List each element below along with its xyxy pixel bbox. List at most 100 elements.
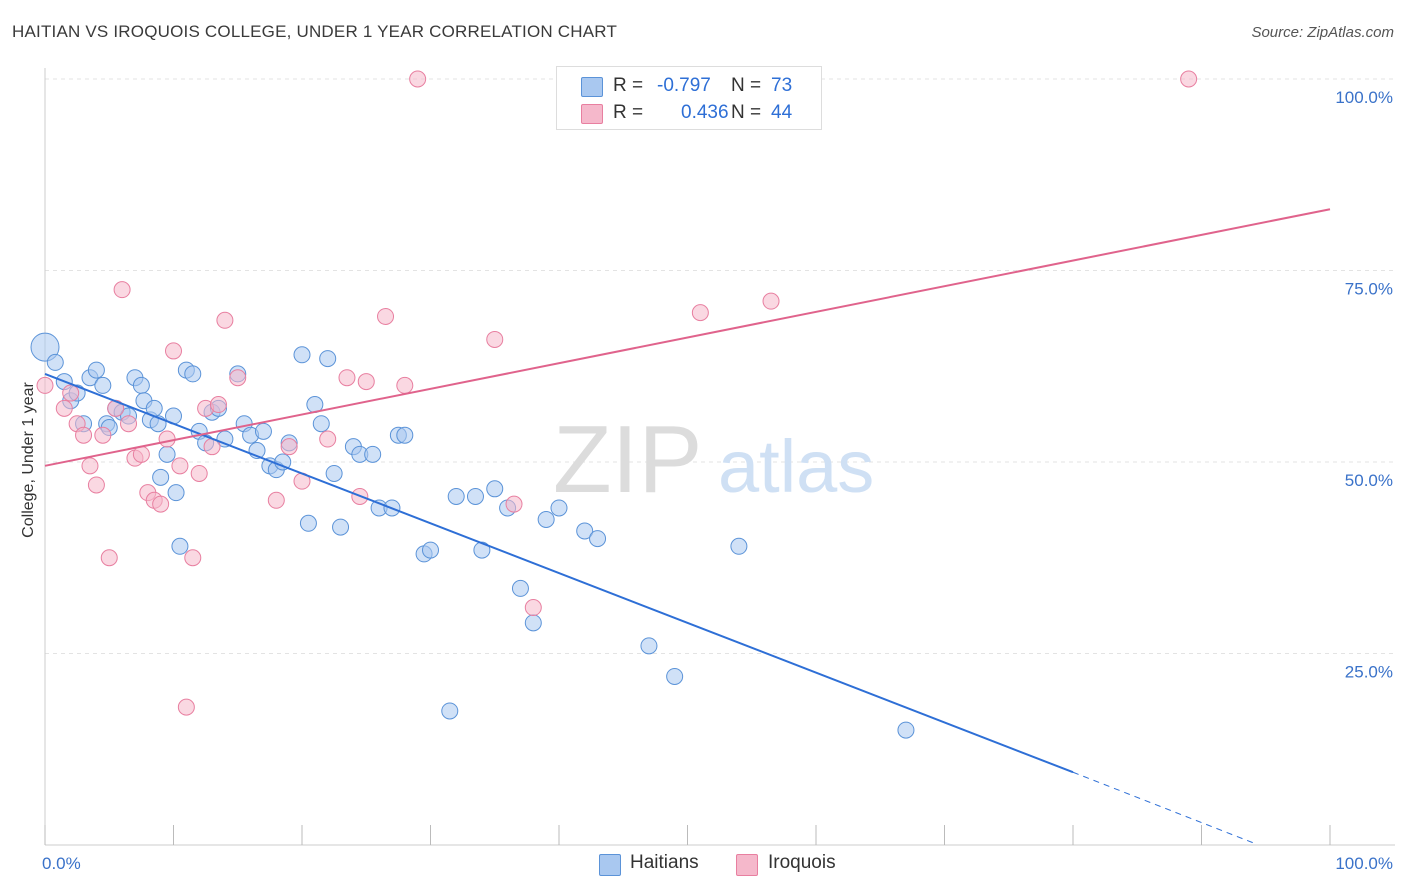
iroquois-point <box>486 330 504 348</box>
iroquois-point <box>120 415 138 433</box>
iroquois-point <box>267 491 285 509</box>
legend-r-value: 0.436 <box>681 102 729 123</box>
iroquois-point <box>396 376 414 394</box>
chart-title: HAITIAN VS IROQUOIS COLLEGE, UNDER 1 YEA… <box>12 22 618 41</box>
x-tick-label: 100.0% <box>1335 854 1393 873</box>
iroquois-point <box>81 457 99 475</box>
iroquois-point <box>165 342 182 360</box>
iroquois-point <box>132 445 150 463</box>
y-tick-label: 100.0% <box>1335 88 1393 107</box>
haitians-point <box>396 426 414 444</box>
y-tick-label: 25.0% <box>1345 663 1393 682</box>
legend-r-value: -0.797 <box>657 75 711 96</box>
legend-swatch-haitians <box>581 77 603 97</box>
haitians-point <box>30 332 60 362</box>
haitians-point <box>666 667 684 685</box>
legend-n-value: 44 <box>771 102 793 123</box>
legend-swatch-iroquois <box>736 854 758 876</box>
watermark-zip: ZIP <box>553 406 702 513</box>
haitians-point <box>550 499 568 517</box>
haitians-point <box>473 541 491 559</box>
iroquois-point <box>1180 70 1198 88</box>
haitians-point <box>325 464 343 482</box>
haitians-point <box>730 537 748 555</box>
points-layer <box>30 70 1198 739</box>
correlation-legend: R = -0.797 N = 73 R = 0.436 N = 44 <box>556 66 822 130</box>
iroquois-point <box>113 281 131 299</box>
iroquois-point <box>357 373 375 391</box>
legend-n-value: 73 <box>771 75 793 96</box>
haitians-point <box>293 346 311 364</box>
haitians-trend-line <box>44 372 1074 774</box>
axis-layer <box>44 68 1395 846</box>
haitians-point <box>332 518 350 536</box>
haitians-point <box>466 487 484 505</box>
haitians-point <box>184 365 202 383</box>
iroquois-point <box>75 426 93 444</box>
chart-source: Source: ZipAtlas.com <box>1251 24 1394 41</box>
haitians-point <box>158 445 176 463</box>
watermark-atlas: atlas <box>718 425 874 508</box>
haitians-point <box>171 537 189 555</box>
legend-label-haitians: Haitians <box>630 852 699 873</box>
watermark: ZIP atlas <box>553 406 874 513</box>
legend-label-iroquois: Iroquois <box>768 852 836 873</box>
iroquois-point <box>158 430 176 448</box>
iroquois-trend-line <box>44 208 1331 467</box>
iroquois-point <box>319 430 337 448</box>
iroquois-point <box>505 495 523 513</box>
iroquois-point <box>691 304 709 322</box>
legend-swatch-haitians <box>599 854 621 876</box>
haitians-point <box>46 353 64 371</box>
haitians-point <box>167 484 185 502</box>
iroquois-point <box>377 307 395 325</box>
haitians-point <box>897 721 915 739</box>
haitians-point <box>524 614 542 632</box>
iroquois-point <box>190 464 208 482</box>
haitians-point <box>254 422 272 440</box>
haitians-point <box>576 522 594 540</box>
iroquois-point <box>280 438 298 456</box>
haitians-point <box>132 376 150 394</box>
iroquois-point <box>55 399 73 417</box>
tick-label-layer: 25.0% 50.0% 75.0% 100.0% 0.0% 100.0% <box>42 88 1393 873</box>
iroquois-point <box>216 311 234 329</box>
iroquois-point <box>524 599 542 617</box>
iroquois-point <box>62 384 80 402</box>
trend-layer <box>44 208 1331 844</box>
haitians-point <box>441 702 459 720</box>
haitians-point <box>319 350 337 368</box>
legend-n-label: N = <box>731 75 762 96</box>
y-tick-label: 50.0% <box>1345 471 1393 490</box>
haitians-point <box>640 637 658 655</box>
iroquois-point <box>184 549 202 567</box>
y-axis-label: College, Under 1 year <box>20 382 37 538</box>
y-tick-label: 75.0% <box>1345 280 1393 299</box>
iroquois-point <box>229 369 247 387</box>
grid-layer <box>45 78 1395 654</box>
haitians-point <box>589 530 607 548</box>
haitians-point <box>312 415 330 433</box>
iroquois-point <box>209 396 227 414</box>
iroquois-point <box>152 495 170 513</box>
x-tick-label: 0.0% <box>42 854 81 873</box>
haitians-point <box>422 541 439 559</box>
legend-n-label: N = <box>731 102 762 123</box>
iroquois-point <box>177 698 195 716</box>
haitians-point <box>299 514 317 532</box>
iroquois-point <box>409 70 427 88</box>
iroquois-point <box>338 369 356 387</box>
haitians-point <box>537 510 555 528</box>
haitians-point <box>511 579 529 597</box>
legend-swatch-iroquois <box>581 104 603 124</box>
iroquois-point <box>36 376 54 394</box>
iroquois-point <box>94 426 112 444</box>
iroquois-point <box>87 476 105 494</box>
iroquois-point <box>100 549 118 567</box>
iroquois-point <box>762 292 780 310</box>
haitians-point <box>364 445 382 463</box>
legend-r-label: R = <box>613 102 644 123</box>
haitians-point <box>94 376 112 394</box>
haitians-point <box>486 480 504 498</box>
